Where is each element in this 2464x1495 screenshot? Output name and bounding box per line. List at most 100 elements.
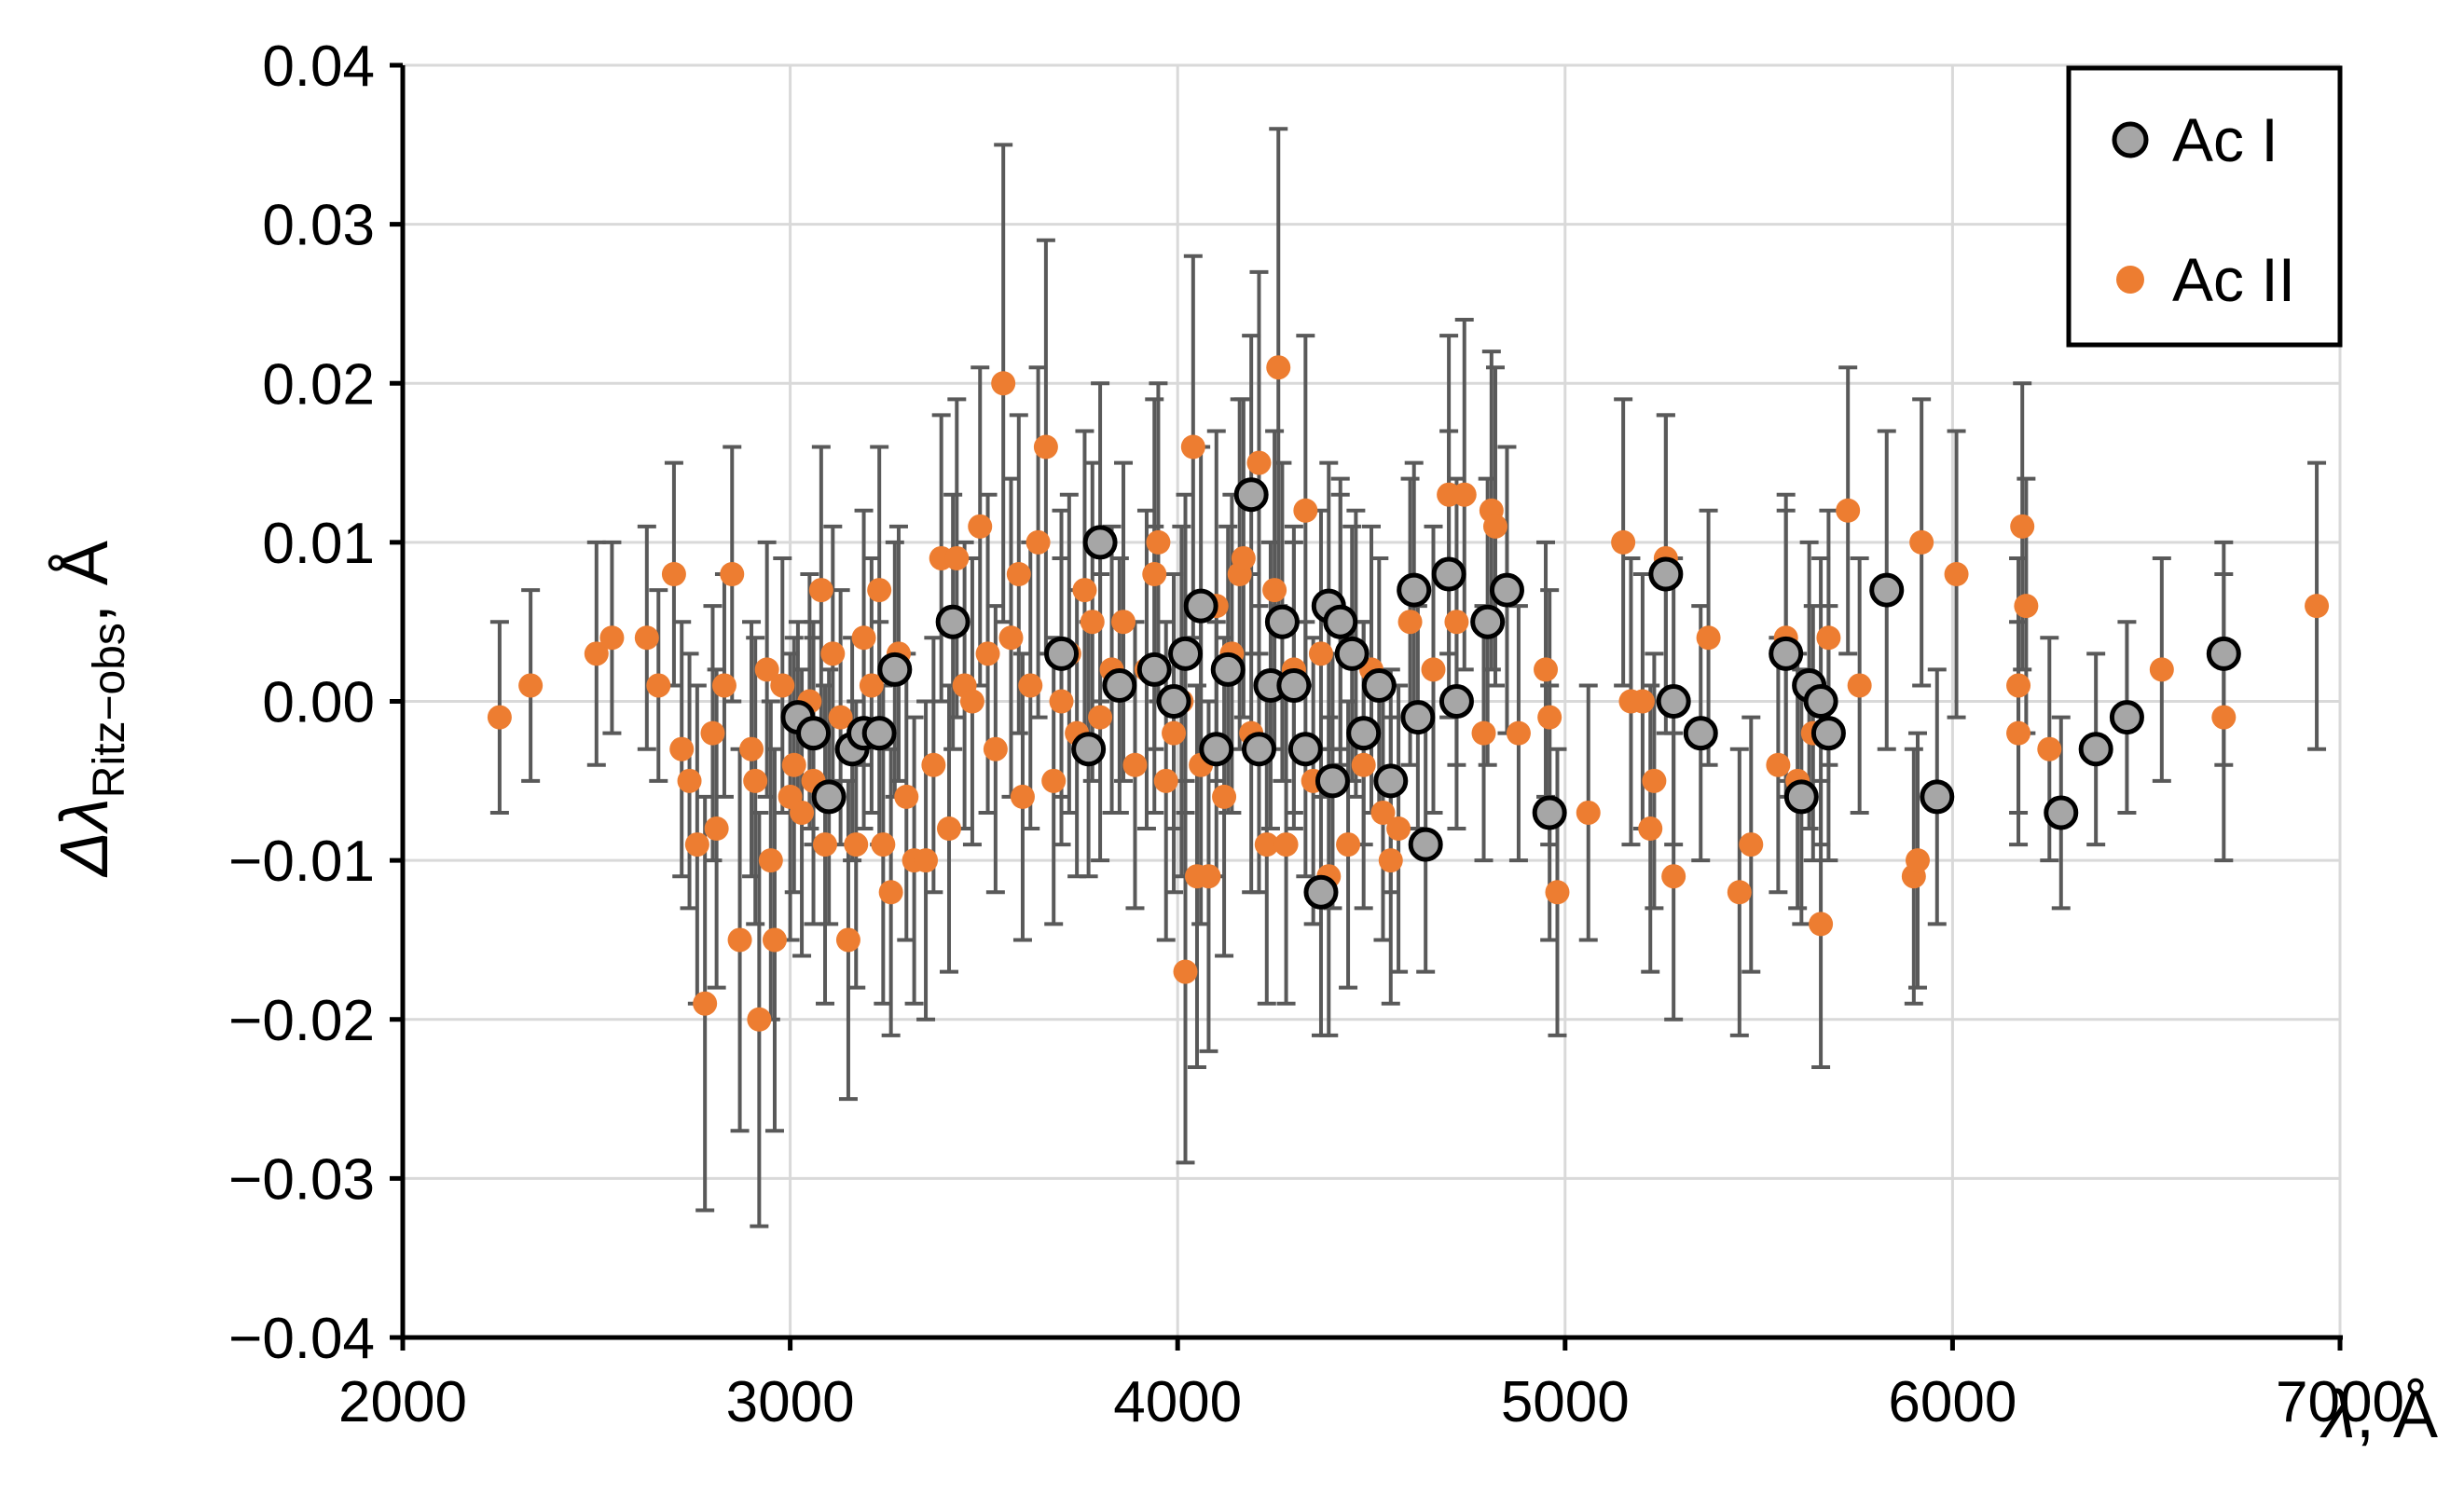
ac-ii-point <box>1944 562 1969 586</box>
ac-ii-point <box>790 800 815 825</box>
ac-i-point <box>796 716 832 751</box>
ac-ii-point <box>1146 529 1171 555</box>
ac-ii-point <box>1727 880 1752 905</box>
ac-ii-point <box>2305 594 2330 619</box>
ac-ii-point <box>878 880 903 905</box>
ac-ii-point <box>2149 657 2174 682</box>
ac-i-point <box>1082 525 1118 560</box>
ac-i-point <box>1241 732 1276 767</box>
y-tick-label: −0.04 <box>228 1307 375 1371</box>
ac-ii-point <box>1142 562 1167 586</box>
ac-ii-point <box>1378 848 1403 873</box>
ac-ii-point <box>921 752 946 777</box>
ac-ii-point <box>871 832 896 857</box>
ac-ii-point <box>518 673 544 698</box>
ac-ii-point <box>770 673 795 698</box>
ac-ii-point <box>1766 752 1791 777</box>
ac-ii-point <box>1537 705 1562 730</box>
ac-ii-point <box>1246 450 1272 475</box>
legend-marker-ac-ii <box>2116 266 2144 294</box>
ac-ii-point <box>1696 625 1721 651</box>
ac-ii-point <box>487 705 512 730</box>
ac-ii-point <box>754 657 779 682</box>
ac-ii-point <box>1351 752 1376 777</box>
ac-ii-point <box>844 832 869 857</box>
ac-ii-point <box>1816 625 1841 651</box>
ac-ii-point <box>669 736 695 761</box>
ac-ii-point <box>944 545 970 570</box>
ac-i-point <box>1044 636 1080 671</box>
ac-ii-point <box>1545 880 1570 905</box>
ac-i-point <box>1400 700 1436 735</box>
y-tick-label: −0.01 <box>228 830 375 894</box>
ac-ii-point <box>1397 610 1423 635</box>
ac-ii-point <box>1049 689 1074 714</box>
ac-i-point <box>2078 732 2113 767</box>
ac-ii-point <box>1847 673 1872 698</box>
ac-ii-point <box>661 562 686 586</box>
ac-ii-point <box>1630 689 1655 714</box>
ac-ii-point <box>1196 864 1221 889</box>
ac-i-point <box>1199 732 1234 767</box>
ac-ii-point <box>1072 578 1097 603</box>
ac-ii-point <box>936 816 961 841</box>
ac-i-point <box>1648 556 1684 592</box>
ac-i-point <box>1920 779 1955 815</box>
ac-i-point <box>1470 604 1506 639</box>
ac-ii-point <box>1262 578 1287 603</box>
ac-ii-point <box>859 673 884 698</box>
ac-i-point <box>1656 684 1691 719</box>
x-tick-label: 6000 <box>1888 1370 2017 1434</box>
ac-ii-point <box>1122 752 1148 777</box>
ac-ii-point <box>2211 705 2237 730</box>
ac-i-point <box>1303 874 1339 910</box>
ac-ii-point <box>693 991 718 1016</box>
ac-i-point <box>2109 700 2144 735</box>
legend-label-ac-ii: Ac II <box>2172 245 2295 314</box>
legend: Ac I Ac II <box>2066 65 2343 348</box>
ac-i-point <box>935 604 970 639</box>
ac-ii-point <box>781 752 806 777</box>
ac-ii-point <box>968 514 993 539</box>
ac-ii-point <box>1471 720 1496 746</box>
ac-i-point <box>1102 667 1137 703</box>
ac-ii-point <box>1809 912 1834 937</box>
ac-ii-point <box>1534 657 1559 682</box>
ac-ii-point <box>634 625 659 651</box>
ac-i-point <box>1183 588 1218 624</box>
ac-ii-point <box>1254 832 1279 857</box>
ac-ii-point <box>1370 800 1396 825</box>
ac-i-point <box>1408 827 1443 862</box>
ac-ii-point <box>1638 816 1663 841</box>
ac-ii-point <box>684 832 709 857</box>
ac-i-point <box>1361 667 1397 703</box>
ac-ii-point <box>2006 673 2031 698</box>
ac-i-point <box>1276 667 1312 703</box>
ac-ii-point <box>1212 784 1237 809</box>
ac-ii-point <box>584 641 609 666</box>
x-axis-title: λ, Å <box>2319 1378 2438 1452</box>
ac-i-point <box>1210 651 1246 687</box>
y-tick-label: 0.01 <box>262 512 375 576</box>
ac-ii-point <box>1180 434 1205 459</box>
series-ac-i-markers <box>780 477 2241 910</box>
y-axis-subscript: Ritz−obs <box>85 623 134 798</box>
ac-i-point <box>1346 716 1382 751</box>
ac-ii-point <box>991 371 1016 396</box>
ac-ii-point <box>720 562 745 586</box>
series-ac-ii-markers <box>487 355 2330 1032</box>
ac-ii-point <box>677 768 702 793</box>
x-tick-label: 7000 <box>2276 1370 2404 1434</box>
x-axis-symbol: λ <box>2319 1378 2356 1452</box>
ac-ii-point <box>867 578 892 603</box>
ac-ii-point <box>808 578 833 603</box>
legend-marker-ac-i <box>2112 121 2149 158</box>
ac-i-point <box>1532 795 1567 830</box>
axes <box>390 62 2343 1351</box>
y-axis-title: ΔλRitz−obs, Å <box>48 541 134 878</box>
ac-ii-point <box>959 689 984 714</box>
ac-i-point <box>1373 763 1409 799</box>
ac-i-point <box>1136 651 1172 687</box>
ac-ii-point <box>599 625 625 651</box>
legend-label-ac-i: Ac I <box>2172 105 2278 174</box>
